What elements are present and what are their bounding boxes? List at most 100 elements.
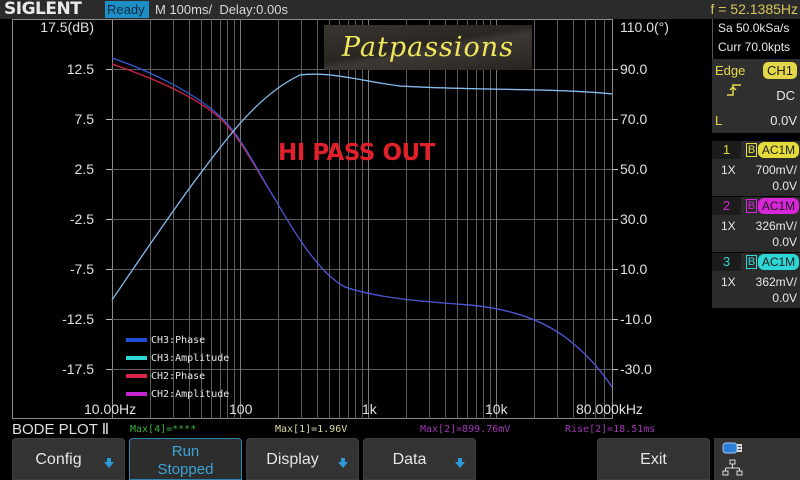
- run-label: Run: [171, 443, 200, 460]
- coupling-badge: AC1M: [758, 142, 799, 158]
- left-axis-tick: 12.5: [66, 61, 94, 77]
- measurement-max4: Max[4]=****: [130, 424, 197, 435]
- top-status-bar: SIGLENT Ready M 100ms/ Delay:0.00s f = 5…: [0, 0, 800, 19]
- x-axis-tick: 100: [229, 401, 253, 417]
- mode-title: BODE PLOT Ⅱ: [12, 421, 110, 438]
- trigger-source-badge: CH1: [762, 62, 797, 79]
- legend-label: CH3:Amplitude: [151, 352, 230, 364]
- run-status-badge: Ready: [105, 1, 149, 18]
- chevron-down-icon: [104, 458, 114, 468]
- legend-label: CH2:Amplitude: [151, 388, 230, 400]
- channel-number: 2: [712, 197, 741, 215]
- ch3-phase-curve: [111, 57, 613, 388]
- config-label: Config: [35, 451, 82, 468]
- plot-legend: CH3:Phase CH3:Amplitude CH2:Phase CH2:Am…: [126, 331, 229, 403]
- bode-plot[interactable]: 17.5(dB) 12.5 7.5 2.5 -2.5 -7.5 -12.5 -1…: [0, 19, 712, 420]
- left-axis-tick: -12.5: [62, 311, 94, 327]
- left-axis-tick: -2.5: [69, 211, 94, 227]
- trigger-level-label: L: [715, 113, 723, 128]
- connection-status-area: [714, 438, 800, 480]
- measurement-max1: Max[1]=1.96V: [275, 424, 348, 435]
- legend-swatch: [126, 392, 147, 396]
- right-axis-tick: 30.0: [620, 211, 648, 227]
- measurement-max2: Max[2]=899.76mV: [420, 424, 511, 435]
- legend-item: CH2:Phase: [126, 367, 229, 385]
- watermark-overlay: Patpassions: [324, 25, 532, 70]
- usb-icon: [722, 442, 742, 454]
- legend-swatch: [126, 356, 147, 360]
- vertical-offset: 0.0V: [772, 179, 797, 193]
- right-axis-tick: 10.0: [620, 261, 648, 277]
- vertical-scale: 326mV/: [755, 219, 797, 233]
- coupling-badge: AC1M: [758, 198, 799, 214]
- vertical-log-gridlines: [150, 19, 605, 419]
- timebase-readout[interactable]: M 100ms/ Delay:0.00s: [155, 0, 288, 19]
- legend-item: CH2:Amplitude: [126, 385, 229, 403]
- left-axis-tick: -7.5: [69, 261, 94, 277]
- sample-rate: Sa 50.0kSa/s: [718, 21, 790, 35]
- right-axis-tick: 50.0: [620, 161, 648, 177]
- plot-annotation: HI PASS OUT: [278, 140, 435, 166]
- legend-item: CH3:Amplitude: [126, 349, 229, 367]
- channel-number: 3: [712, 253, 741, 271]
- memory-depth: Curr 70.0kpts: [718, 40, 791, 54]
- legend-swatch: [126, 374, 147, 378]
- right-axis-tick: 70.0: [620, 111, 648, 127]
- left-axis-tick: -17.5: [62, 361, 94, 377]
- rising-edge-icon: [726, 83, 742, 101]
- channel-3-panel[interactable]: 3 B AC1M 1X 362mV/ 0.0V: [712, 253, 800, 308]
- channel-number: 1: [712, 141, 741, 159]
- channel-2-panel[interactable]: 2 B AC1M 1X 326mV/ 0.0V: [712, 197, 800, 252]
- measurement-rise2: Rise[2]=18.51ms: [565, 424, 656, 435]
- network-icon: [722, 459, 743, 476]
- x-axis-tick: 80.000kHz: [576, 401, 643, 417]
- chevron-down-icon: [338, 458, 348, 468]
- stopped-label: Stopped: [157, 461, 214, 478]
- trigger-panel[interactable]: Edge CH1 DC L 0.0V: [712, 59, 800, 133]
- legend-swatch: [126, 338, 147, 342]
- right-axis-unit: 110.0(°): [620, 19, 669, 35]
- delay-value: Delay:0.00s: [219, 2, 288, 17]
- exit-button[interactable]: Exit: [597, 438, 710, 480]
- left-axis-tick: 7.5: [74, 111, 94, 127]
- bandwidth-limit-badge: B: [746, 255, 757, 269]
- right-axis-tick: 90.0: [620, 61, 648, 77]
- probe-ratio: 1X: [721, 275, 736, 289]
- coupling-badge: AC1M: [758, 254, 799, 270]
- data-button[interactable]: Data: [363, 438, 476, 480]
- probe-ratio: 1X: [721, 163, 736, 177]
- vertical-offset: 0.0V: [772, 235, 797, 249]
- acquisition-info[interactable]: Sa 50.0kSa/s Curr 70.0kpts: [712, 19, 800, 59]
- data-label: Data: [392, 451, 427, 468]
- bode-plot-canvas: [12, 19, 618, 419]
- exit-label: Exit: [640, 451, 667, 468]
- x-axis-tick: 1k: [362, 401, 377, 417]
- x-axis-tick: 10.00Hz: [84, 401, 137, 417]
- probe-ratio: 1X: [721, 219, 736, 233]
- legend-item: CH3:Phase: [126, 331, 229, 349]
- x-axis-tick: 10k: [485, 401, 508, 417]
- channel-1-panel[interactable]: 1 B AC1M 1X 700mV/ 0.0V: [712, 141, 800, 196]
- chevron-down-icon: [455, 458, 465, 468]
- display-label: Display: [266, 451, 319, 468]
- ch3-amplitude-curve: [111, 73, 613, 301]
- config-button[interactable]: Config: [12, 438, 125, 480]
- bandwidth-limit-badge: B: [746, 143, 757, 157]
- brand-logo: SIGLENT: [4, 0, 82, 19]
- right-axis-tick: -10.0: [620, 311, 652, 327]
- run-stopped-button[interactable]: Run Stopped: [129, 438, 242, 480]
- vertical-offset: 0.0V: [772, 291, 797, 305]
- legend-label: CH2:Phase: [151, 370, 206, 382]
- right-axis-tick: -30.0: [620, 361, 652, 377]
- timebase-value: M 100ms/: [155, 2, 213, 17]
- left-axis-tick: 2.5: [74, 161, 94, 177]
- vertical-scale: 362mV/: [755, 275, 797, 289]
- frequency-counter: f = 52.1385Hz: [710, 1, 798, 17]
- trigger-type: Edge: [715, 63, 746, 78]
- left-axis-unit: 17.5(dB): [40, 19, 94, 35]
- vertical-scale: 700mV/: [755, 163, 797, 177]
- trigger-level: 0.0V: [770, 113, 797, 128]
- display-button[interactable]: Display: [246, 438, 359, 480]
- trigger-coupling: DC: [776, 88, 795, 103]
- legend-label: CH3:Phase: [151, 334, 206, 346]
